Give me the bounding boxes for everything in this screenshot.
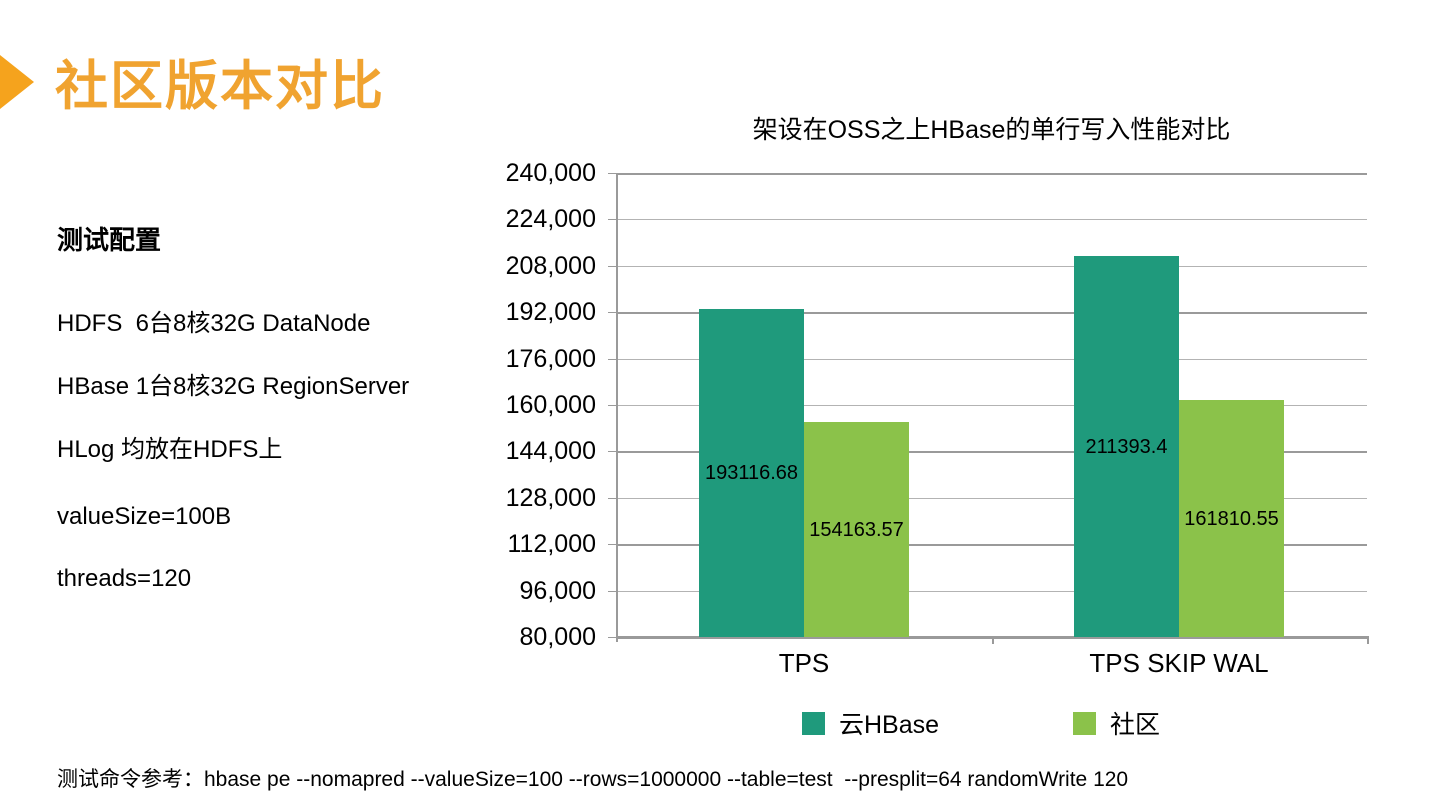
bar-value-label: 161810.55 xyxy=(1184,508,1279,530)
x-axis-tick xyxy=(1367,637,1369,644)
config-line: valueSize=100B xyxy=(57,503,232,530)
y-axis-tick-label: 176,000 xyxy=(505,345,596,373)
bar-value-label: 193116.68 xyxy=(704,462,799,484)
y-axis-tick xyxy=(608,405,616,406)
config-line: HDFS 6台8核32G DataNode xyxy=(57,310,371,337)
y-axis-tick xyxy=(608,451,616,452)
gridline xyxy=(616,591,1367,592)
bar-value-label: 154163.57 xyxy=(809,519,904,541)
x-axis-category-label: TPS SKIP WAL xyxy=(1089,648,1269,678)
legend-label: 社区 xyxy=(1110,711,1161,739)
gridline xyxy=(616,359,1367,360)
legend-label: 云HBase xyxy=(839,711,940,739)
legend-swatch-icon xyxy=(1073,711,1096,735)
y-axis-tick xyxy=(608,266,616,267)
gridline xyxy=(616,405,1367,406)
bar-series-tps-skip-wal xyxy=(1179,400,1284,637)
config-line: HLog 均放在HDFS上 xyxy=(57,436,283,463)
y-axis-tick xyxy=(608,359,616,360)
y-axis-line xyxy=(616,173,618,642)
x-axis-category-label: TPS xyxy=(778,648,830,678)
config-line: HBase 1台8核32G RegionServer xyxy=(57,373,410,400)
y-axis-tick-label: 96,000 xyxy=(519,577,596,605)
y-axis-tick-label: 192,000 xyxy=(505,298,596,326)
y-axis-tick xyxy=(608,219,616,220)
y-axis-tick-label: 112,000 xyxy=(507,530,596,558)
gridline xyxy=(616,451,1367,453)
y-axis-tick xyxy=(608,498,616,499)
gridline xyxy=(616,312,1367,314)
title-triangle-icon xyxy=(0,55,34,109)
page-title: 社区版本对比 xyxy=(55,57,385,116)
bar-hbase-tps xyxy=(699,309,804,637)
chart-title: 架设在OSS之上HBase的单行写入性能对比 xyxy=(752,116,1231,144)
y-axis-tick xyxy=(608,637,616,638)
bar-value-label: 211393.4 xyxy=(1085,436,1168,458)
legend-item-hbase: 云HBase xyxy=(802,705,939,741)
x-axis-tick xyxy=(992,637,994,644)
y-axis-tick-label: 80,000 xyxy=(519,623,596,651)
gridline xyxy=(616,544,1367,546)
gridline xyxy=(616,266,1367,267)
config-heading: 测试配置 xyxy=(57,225,162,255)
gridline xyxy=(616,173,1367,175)
y-axis-tick-label: 208,000 xyxy=(505,252,596,280)
bar-hbase-tps-skip-wal xyxy=(1074,256,1179,637)
y-axis-tick xyxy=(608,544,616,545)
y-axis-tick xyxy=(608,173,616,174)
legend-item-series: 社区 xyxy=(1073,705,1160,741)
gridline xyxy=(616,219,1367,220)
y-axis-tick xyxy=(608,591,616,592)
y-axis-tick-label: 160,000 xyxy=(505,391,596,419)
legend-swatch-icon xyxy=(802,711,825,735)
config-line: threads=120 xyxy=(57,565,192,592)
bar-series-tps xyxy=(804,422,909,637)
footer-command-reference: 测试命令参考：hbase pe --nomapred --valueSize=1… xyxy=(57,768,1129,791)
y-axis-tick-label: 240,000 xyxy=(505,159,596,187)
y-axis-tick-label: 144,000 xyxy=(505,437,596,465)
y-axis-tick xyxy=(608,312,616,313)
y-axis-tick-label: 224,000 xyxy=(505,205,596,233)
y-axis-tick-label: 128,000 xyxy=(505,484,596,512)
gridline xyxy=(616,498,1367,499)
